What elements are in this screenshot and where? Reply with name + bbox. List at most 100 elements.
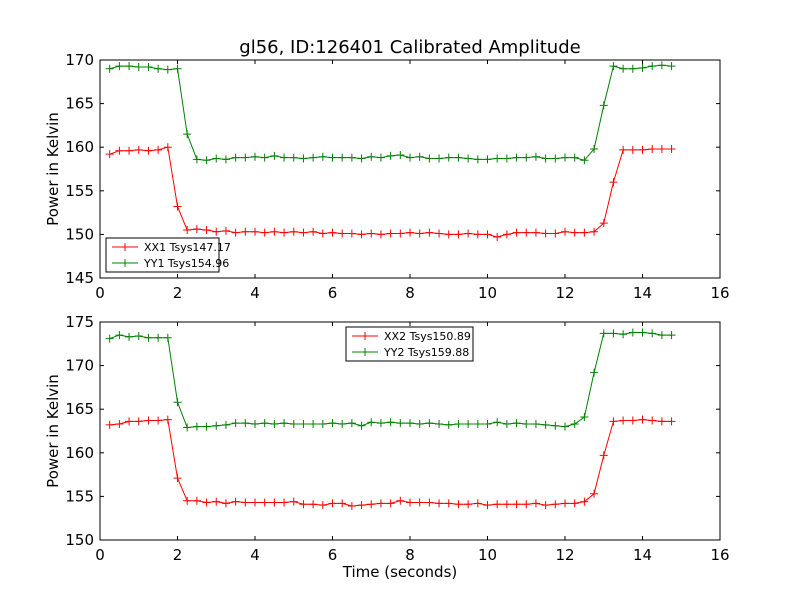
data-point: [638, 415, 647, 424]
data-point: [609, 178, 618, 187]
data-point: [357, 230, 366, 239]
data-point: [105, 150, 114, 159]
data-point: [251, 498, 259, 507]
data-point: [425, 228, 434, 237]
data-point: [473, 230, 482, 239]
data-point: [406, 228, 414, 237]
data-point: [280, 153, 289, 162]
data-point: [183, 226, 192, 235]
data-point: [144, 62, 153, 71]
x-tick-label: 10: [478, 284, 497, 302]
data-point: [648, 144, 657, 153]
data-point: [444, 153, 453, 162]
data-point: [328, 153, 337, 162]
data-point: [396, 496, 405, 505]
data-point: [192, 225, 201, 234]
data-point: [541, 229, 550, 238]
data-point: [551, 154, 560, 163]
data-point: [483, 501, 492, 510]
data-point: [580, 228, 589, 237]
data-point: [609, 329, 618, 338]
data-point: [367, 152, 376, 161]
legend-marker: [361, 348, 369, 356]
data-point: [551, 229, 560, 238]
data-point: [328, 228, 337, 237]
data-point: [531, 499, 540, 508]
legend-label: YY2 Tsys159.88: [383, 346, 469, 359]
data-point: [599, 451, 608, 460]
data-point: [502, 420, 511, 429]
data-point: [309, 227, 318, 236]
data-point: [657, 417, 666, 426]
data-point: [183, 130, 192, 139]
y-tick-label: 165: [65, 400, 94, 418]
data-point: [483, 155, 492, 164]
data-point: [444, 230, 453, 239]
data-point: [502, 500, 511, 509]
data-point: [347, 501, 356, 510]
data-point: [386, 499, 395, 508]
data-point: [347, 229, 356, 238]
data-point: [367, 229, 376, 238]
data-point: [406, 153, 414, 162]
data-point: [251, 227, 259, 236]
data-point: [163, 65, 172, 74]
x-tick-label: 14: [633, 546, 652, 564]
data-point: [570, 420, 579, 429]
data-point: [464, 420, 473, 429]
data-point: [551, 500, 560, 509]
data-point: [192, 496, 201, 505]
legend-label: XX2 Tsys150.89: [384, 330, 471, 343]
data-point: [202, 422, 211, 431]
data-point: [619, 416, 628, 425]
data-point: [163, 333, 172, 342]
data-point: [609, 62, 618, 71]
data-point: [241, 498, 250, 507]
data-point: [231, 497, 240, 506]
data-point: [638, 328, 647, 337]
data-point: [202, 156, 211, 165]
data-point: [454, 420, 463, 429]
data-point: [483, 420, 492, 429]
x-tick-label: 0: [95, 546, 105, 564]
data-point: [415, 420, 424, 429]
x-tick-label: 8: [405, 284, 415, 302]
data-point: [425, 154, 434, 163]
data-point: [493, 154, 502, 163]
data-point: [657, 144, 666, 153]
legend-label: YY1 Tsys154.96: [143, 257, 229, 270]
data-point: [386, 151, 395, 160]
data-point: [512, 228, 521, 237]
data-point: [144, 416, 153, 425]
data-point: [115, 62, 124, 71]
data-point: [231, 153, 240, 162]
data-point: [154, 64, 163, 73]
data-point: [347, 419, 356, 428]
data-point: [657, 331, 666, 340]
data-point: [638, 145, 647, 154]
data-point: [648, 62, 657, 71]
chart-title: gl56, ID:126401 Calibrated Amplitude: [239, 37, 580, 58]
data-point: [648, 416, 657, 425]
data-point: [570, 153, 579, 162]
data-point: [125, 146, 134, 155]
data-point: [289, 227, 298, 236]
data-point: [134, 417, 143, 426]
data-point: [357, 501, 366, 510]
data-point: [260, 419, 269, 428]
data-point: [580, 497, 589, 506]
data-point: [299, 420, 308, 429]
data-point: [173, 398, 182, 407]
subplot-2: 0 2 4 6 8 10 12 14 16 150 155 160 165 170 175 Power in …: [44, 313, 730, 581]
x-tick-label: 12: [555, 546, 574, 564]
x-tick-label: 6: [328, 546, 338, 564]
data-point: [590, 489, 599, 498]
x-tick-label: 8: [405, 546, 415, 564]
subplot-1: 0 2 4 6 8 10 12 14 16 145 150 155 160 165 170 Power in …: [44, 51, 730, 302]
data-point: [260, 228, 269, 237]
data-point: [435, 154, 444, 163]
data-point: [648, 329, 657, 338]
data-point: [541, 501, 550, 510]
data-point: [522, 228, 531, 237]
